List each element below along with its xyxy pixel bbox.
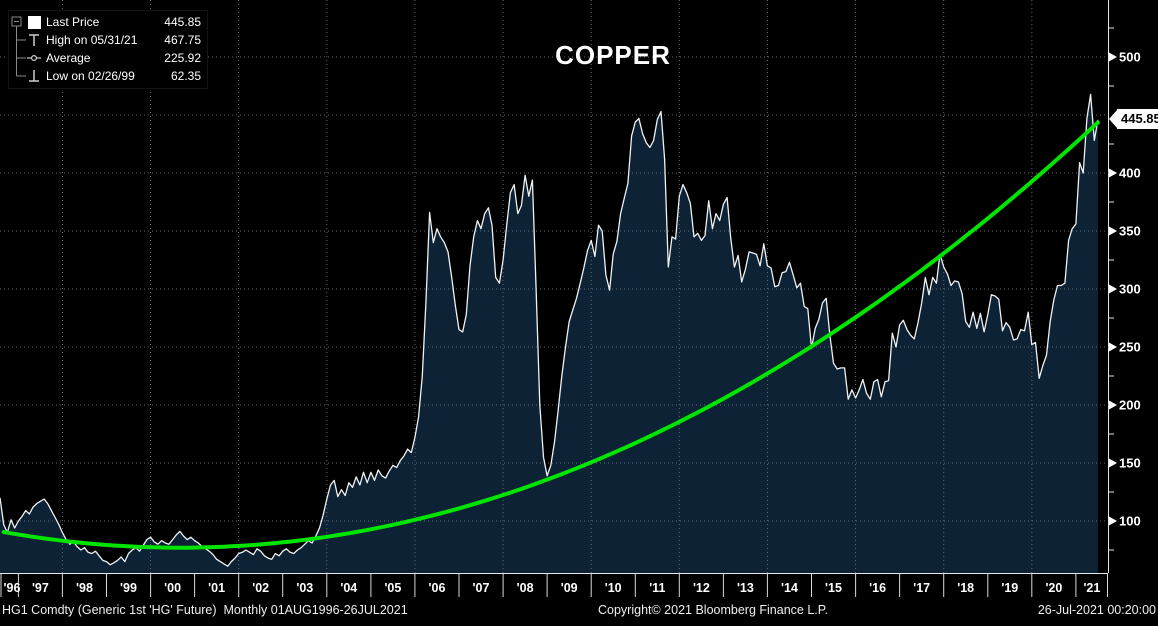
legend-item-value: 225.92 [164,51,201,65]
y-axis-label: 250 [1119,340,1141,355]
copyright-text: Copyright© 2021 Bloomberg Finance L.P. [598,603,828,617]
y-axis-label: 400 [1119,166,1141,181]
x-axis-label: '11 [649,581,665,595]
tree-collapse-icon[interactable] [11,13,26,31]
tree-branch-end-icon [11,67,26,85]
x-axis-label: '02 [252,581,269,595]
x-axis-label: '99 [120,581,137,595]
x-axis-label: '06 [429,581,446,595]
y-axis-label: 200 [1119,398,1141,413]
x-axis-label: '16 [869,581,886,595]
high-marker-icon [26,31,46,49]
x-axis-label: '07 [473,581,490,595]
y-axis-tick [1109,168,1117,178]
y-axis-tick [1109,226,1117,236]
x-axis-label: '98 [76,581,93,595]
legend-row-average[interactable]: Average 225.92 [11,49,203,67]
x-axis-label: '17 [913,581,930,595]
legend-item-label: High on 05/31/21 [46,33,138,47]
y-axis-label: 150 [1119,456,1141,471]
tree-branch-icon [11,31,26,49]
legend-item-label: Low on 02/26/99 [46,69,135,83]
x-axis-label: '13 [737,581,754,595]
y-axis-label: 350 [1119,224,1141,239]
x-axis-label: '12 [693,581,710,595]
legend-item-value: 467.75 [164,33,201,47]
last-price-marker-icon [26,13,46,31]
legend-row-low[interactable]: Low on 02/26/99 62.35 [11,67,203,85]
x-axis-label: '03 [296,581,313,595]
security-description: HG1 Comdty (Generic 1st 'HG' Future) Mon… [2,603,408,617]
legend-item-label: Last Price [46,15,100,29]
x-axis: '96 '97 '98 '99 '00 '01 '02 '03 '04 '05 '06 '07 '08 '… [0,574,1108,597]
axes: 100 150 200 250 300 350 400 500 [0,0,1141,574]
x-axis-label: '15 [825,581,842,595]
status-bar: HG1 Comdty (Generic 1st 'HG' Future) Mon… [0,603,1158,621]
y-axis-tick [1109,400,1117,410]
y-axis-label: 500 [1119,50,1141,65]
x-axis-label: '19 [1001,581,1018,595]
x-axis-label: '05 [384,581,401,595]
timestamp: 26-Jul-2021 00:20:00 [1037,603,1156,617]
y-axis-tick [1109,342,1117,352]
legend-item-value: 445.85 [164,15,201,29]
x-axis-label: '08 [517,581,534,595]
page-title: COPPER [555,40,671,70]
legend-box[interactable]: Last Price 445.85 High on 05/31/21 467.7… [8,10,208,89]
y-axis-tick [1109,458,1117,468]
y-axis-label: 300 [1119,282,1141,297]
x-axis-label: '01 [208,581,225,595]
legend-row-last-price[interactable]: Last Price 445.85 [11,13,203,31]
legend-item-value: 62.35 [170,69,201,83]
x-axis-label: '09 [561,581,578,595]
price-line [0,93,1099,567]
x-axis-label: '10 [605,581,622,595]
x-axis-label: '96 [4,581,21,595]
y-axis-label: 100 [1119,514,1141,529]
x-axis-label: '04 [340,581,357,595]
tree-branch-icon [11,49,26,67]
x-axis-label: '00 [164,581,181,595]
low-marker-icon [26,67,46,85]
legend-row-high[interactable]: High on 05/31/21 467.75 [11,31,203,49]
x-axis-label: '21 [1083,581,1100,595]
price-area [0,94,1098,574]
x-axis-label: '14 [781,581,798,595]
last-price-axis-label: 445.85 [1109,108,1158,129]
y-axis-tick [1109,516,1117,526]
y-axis-tick [1109,284,1117,294]
trend-line [1,120,1100,550]
x-axis-label: '18 [957,581,974,595]
y-axis-tick [1109,52,1117,62]
legend-item-label: Average [46,51,91,65]
x-axis-label: '20 [1045,581,1062,595]
x-axis-label: '97 [32,581,49,595]
average-marker-icon [26,49,46,67]
